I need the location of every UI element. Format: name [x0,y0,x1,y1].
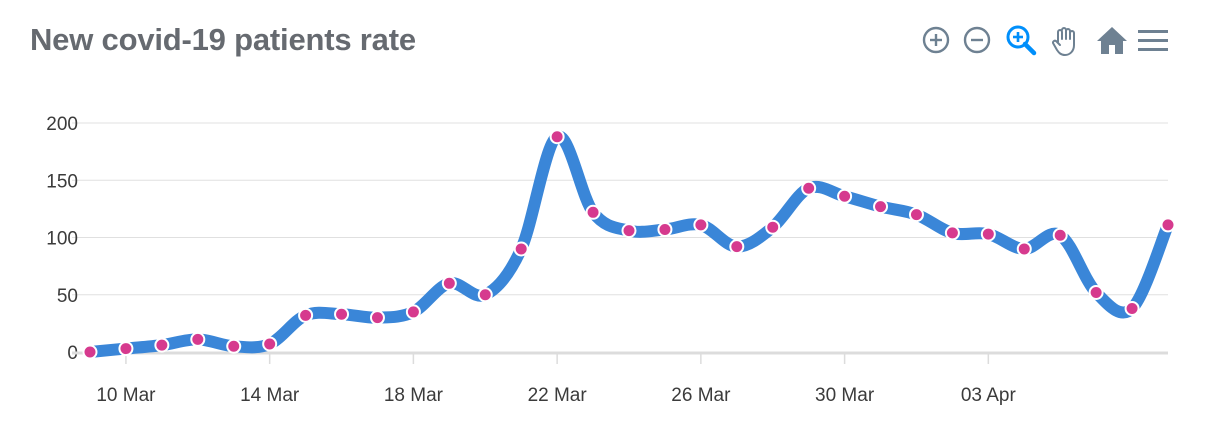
x-tick-label: 22 Mar [528,385,588,406]
menu-icon [1138,30,1168,51]
zoom-out-button[interactable] [959,22,995,58]
data-point [1016,241,1032,257]
x-tick-label: 30 Mar [815,385,875,406]
y-tick-label: 150 [46,171,78,192]
data-point [908,207,924,223]
y-tick-label: 100 [46,229,78,250]
data-point [405,304,421,320]
pan-button[interactable] [1048,22,1084,58]
data-point [118,341,134,357]
x-tick-label: 03 Apr [961,385,1017,406]
y-tick-label: 200 [46,114,78,135]
data-point [154,337,170,353]
data-point [801,180,817,196]
zoom-in-button[interactable] [918,22,954,58]
data-point [477,287,493,303]
data-point [980,226,996,242]
data-point [513,241,529,257]
data-point [873,199,889,215]
data-point [1160,217,1176,233]
data-point [441,275,457,291]
chart-title: New covid-19 patients rate [30,22,416,57]
zoom-out-icon [963,26,991,54]
series-line [84,130,1174,358]
x-tick-label: 10 Mar [96,385,156,406]
data-point [549,129,565,145]
data-point [693,217,709,233]
zoom-in-icon [922,26,950,54]
data-point [262,336,278,352]
x-tick-label: 14 Mar [240,385,300,406]
data-point [1052,227,1068,243]
reset-home-icon [1097,27,1127,54]
data-point [765,219,781,235]
data-point [657,221,673,237]
selection-zoom-button[interactable] [1003,22,1039,58]
data-point [585,204,601,220]
data-point [226,338,242,354]
selection-zoom-icon [1006,25,1037,56]
data-point [729,239,745,255]
menu-button[interactable] [1135,22,1171,58]
x-tick-label: 18 Mar [384,385,444,406]
data-point [621,223,637,239]
y-tick-label: 50 [57,286,78,307]
x-tick-label: 26 Mar [671,385,731,406]
data-point [369,310,385,326]
data-point [190,331,206,347]
reset-zoom-button[interactable] [1094,22,1130,58]
data-point [298,307,314,323]
data-point [944,225,960,241]
pan-hand-icon [1052,27,1075,56]
data-point [334,306,350,322]
data-point [82,344,98,360]
data-point [1124,300,1140,316]
data-point [1088,284,1104,300]
data-point [837,188,853,204]
